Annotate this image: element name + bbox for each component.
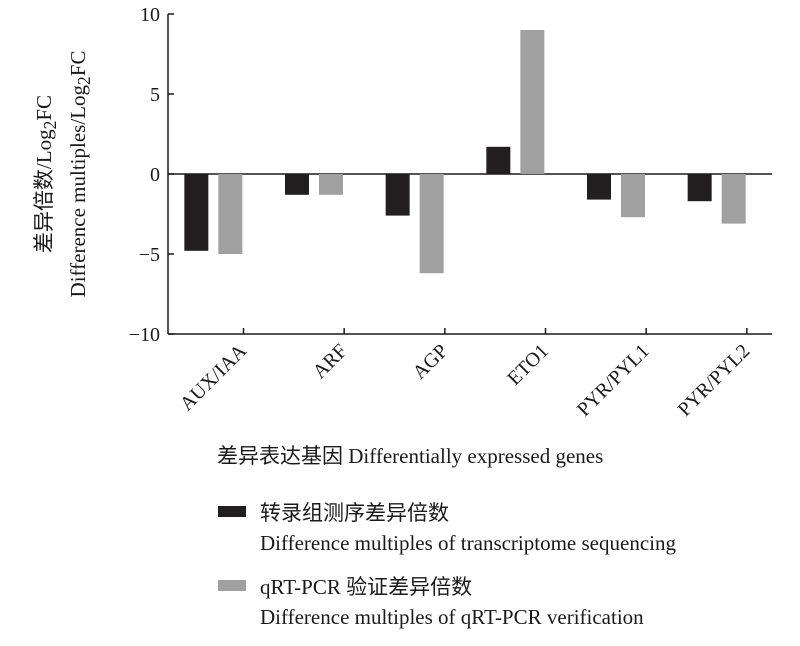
bar-chart: 10 5 0 −5 −10 AUX/IAA ARF AGP ETO1 PYR/PYL1 PYR/PY… (129, 4, 772, 421)
bar-qrtpcr-pyr-pyl1 (621, 174, 645, 218)
y-tick-label: −10 (129, 324, 160, 346)
x-tick-label: ARF (309, 340, 352, 383)
y-tick-label: −5 (139, 244, 160, 266)
bar-qrtpcr-aux-iaa (218, 174, 243, 254)
x-tick-label: PYR/PYL2 (674, 340, 755, 421)
y-tick-label: 5 (150, 84, 160, 106)
bar-transcriptome-eto1 (486, 146, 511, 174)
plot-area: 10 5 0 −5 −10 AUX/IAA ARF AGP ETO1 PYR/PYL1 PYR/PY… (129, 4, 772, 421)
bar-qrtpcr-arf (319, 174, 343, 195)
legend-label-en: Difference multiples of qRT-PCR verifica… (260, 605, 644, 629)
y-axis-label-zh: 差异倍数/Log2FC (31, 94, 60, 254)
bar-qrtpcr-eto1 (520, 30, 545, 174)
bar-transcriptome-aux-iaa (184, 174, 209, 251)
bar-transcriptome-pyr-pyl2 (687, 174, 712, 202)
y-tick-label: 10 (140, 4, 160, 26)
legend-label-zh: 转录组测序差异倍数 (260, 501, 449, 525)
bar-qrtpcr-agp (419, 174, 444, 274)
bar-transcriptome-agp (385, 174, 410, 216)
legend-item-qrtpcr: qRT-PCR 验证差异倍数 Difference multiples of q… (218, 572, 676, 632)
y-axis-label-en: Difference multiples/Log2FC (66, 50, 95, 298)
x-tick-label: AUX/IAA (176, 340, 252, 416)
legend-swatch-qrtpcr (218, 580, 246, 591)
legend-label-zh: qRT-PCR 验证差异倍数 (260, 575, 473, 599)
legend: 转录组测序差异倍数 Difference multiples of transc… (218, 498, 676, 646)
x-tick-label: AGP (409, 340, 453, 384)
bar-transcriptome-arf (285, 174, 309, 195)
bar-qrtpcr-pyr-pyl2 (721, 174, 746, 224)
legend-label-en: Difference multiples of transcriptome se… (260, 531, 676, 555)
legend-swatch-transcriptome (218, 506, 246, 517)
y-tick-label: 0 (150, 164, 160, 186)
legend-item-transcriptome: 转录组测序差异倍数 Difference multiples of transc… (218, 498, 676, 558)
bar-transcriptome-pyr-pyl1 (587, 174, 611, 200)
x-tick-label: ETO1 (503, 340, 553, 390)
x-axis-label: 差异表达基因 Differentially expressed genes (217, 444, 604, 468)
x-tick-label: PYR/PYL1 (573, 340, 654, 421)
